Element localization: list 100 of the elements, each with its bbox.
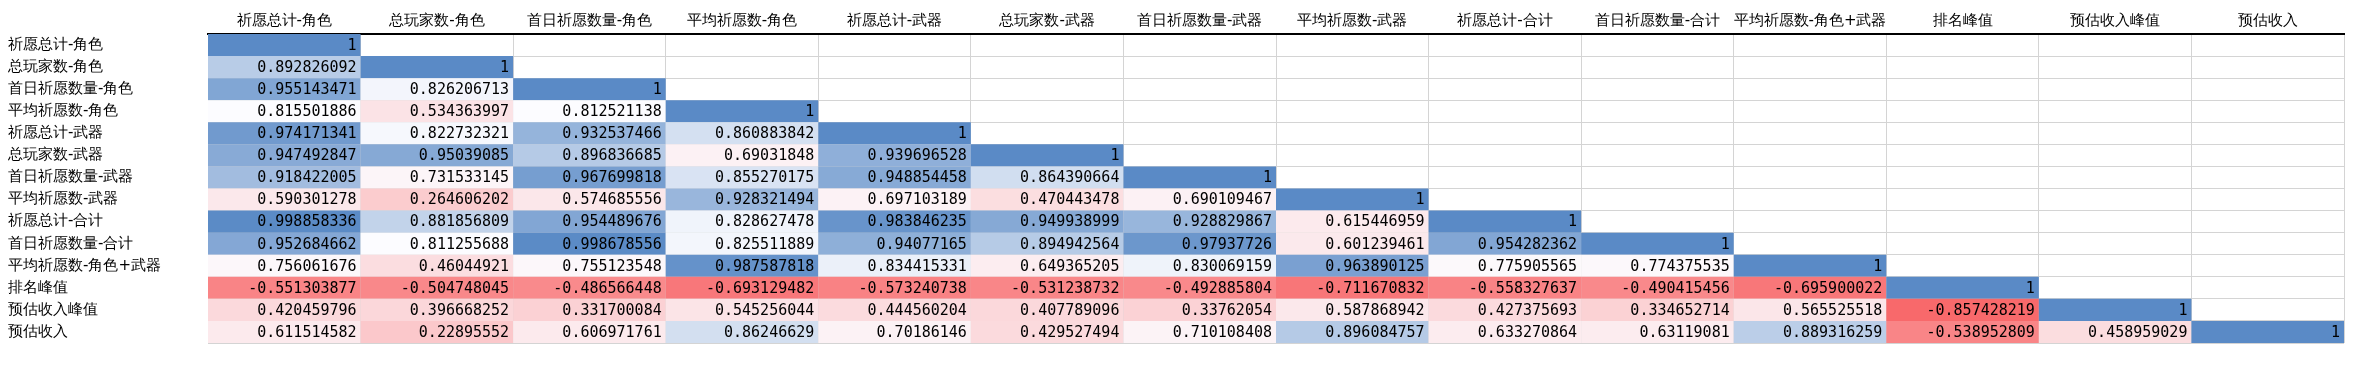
data-label: -0.492885804 <box>1163 278 1272 297</box>
data-label: 0.545256044 <box>714 300 815 319</box>
y-tick-label: 首日祈愿数量-武器 <box>8 167 134 186</box>
data-label: 0.70186146 <box>876 322 967 341</box>
data-label: 0.894942564 <box>1020 234 1120 253</box>
y-tick-label: 预估收入 <box>8 321 68 340</box>
data-label: -0.551303877 <box>248 278 357 297</box>
y-tick-label: 总玩家数-角色 <box>7 57 104 75</box>
x-tick-label: 首日祈愿数量-合计 <box>1594 10 1721 29</box>
data-label: 0.954282362 <box>1477 234 1578 253</box>
y-tick-label: 平均祈愿数-角色 <box>8 101 119 120</box>
x-tick-label: 总玩家数-武器 <box>998 10 1095 29</box>
x-tick-label: 祈愿总计-角色 <box>236 10 332 29</box>
data-label: 0.331700084 <box>562 300 662 319</box>
data-label: 0.896084757 <box>1325 322 1425 341</box>
data-label: 0.947492847 <box>257 146 357 165</box>
data-label: 0.889316259 <box>1782 322 1883 341</box>
data-label: 0.987587818 <box>714 256 815 275</box>
data-label: 0.458959029 <box>2088 322 2188 341</box>
data-label: 0.86246629 <box>723 322 815 341</box>
data-label: 1 <box>2330 322 2340 341</box>
data-label: 0.948854458 <box>867 168 967 187</box>
data-label: 0.855270175 <box>714 168 815 187</box>
data-label: 0.755123548 <box>562 256 662 275</box>
data-label: 0.822732321 <box>409 124 510 143</box>
data-label: 0.949938999 <box>1020 212 1120 231</box>
data-label: 0.615446959 <box>1325 212 1425 231</box>
data-label: 0.420459796 <box>257 300 357 319</box>
x-tick-label: 祈愿总计-武器 <box>846 10 943 29</box>
data-label: 0.33762054 <box>1181 300 1272 319</box>
x-tick-label: 总玩家数-角色 <box>388 10 485 29</box>
y-tick-label: 首日祈愿数量-合计 <box>8 233 134 252</box>
data-label: 0.825511889 <box>714 234 815 253</box>
data-label: 0.606971761 <box>562 322 662 341</box>
data-label: 0.928829867 <box>1172 212 1272 231</box>
y-tick-label: 祈愿总计-武器 <box>8 123 104 142</box>
data-label: -0.558327637 <box>1468 278 1578 297</box>
data-label: -0.693129482 <box>705 278 815 297</box>
x-tick-label: 预估收入 <box>2237 10 2298 29</box>
data-label: 0.590301278 <box>257 190 357 209</box>
data-label: 0.892826092 <box>257 58 357 76</box>
data-label: 0.811255688 <box>409 234 510 253</box>
data-label: 1 <box>1262 168 1272 187</box>
data-label: 0.974171341 <box>257 124 357 143</box>
data-label: 0.587868942 <box>1325 300 1425 319</box>
data-label: 0.63119081 <box>1639 322 1730 341</box>
data-label: 0.470443478 <box>1020 190 1120 209</box>
data-label: 0.97937726 <box>1181 234 1272 253</box>
data-label: 1 <box>2025 278 2035 297</box>
data-label: 0.815501886 <box>257 102 357 121</box>
data-label: 0.334652714 <box>1630 300 1730 319</box>
data-label: 0.932537466 <box>562 124 662 143</box>
data-label: 0.264606202 <box>409 190 510 209</box>
data-label: 0.69031848 <box>723 146 815 165</box>
data-label: 0.864390664 <box>1020 168 1120 187</box>
data-label: 0.534363997 <box>409 102 510 121</box>
data-label: 0.427375693 <box>1477 300 1578 319</box>
data-label: 0.826206713 <box>409 80 510 99</box>
data-label: -0.486566448 <box>553 278 662 297</box>
data-label: 0.896836685 <box>562 146 662 165</box>
data-label: -0.573240738 <box>858 278 967 297</box>
data-label: 1 <box>1415 190 1425 209</box>
data-label: -0.504748045 <box>400 278 510 297</box>
data-label: -0.695900022 <box>1773 278 1883 297</box>
data-label: 0.998858336 <box>257 212 357 231</box>
x-tick-label: 平均祈愿数-武器 <box>1297 10 1408 29</box>
data-label: 0.444560204 <box>867 300 967 319</box>
data-label: -0.857428219 <box>1926 300 2035 319</box>
data-label: 0.611514582 <box>257 322 357 341</box>
data-label: 1 <box>957 124 967 143</box>
x-tick-label: 首日祈愿数量-角色 <box>526 10 653 29</box>
data-label: 0.775905565 <box>1477 256 1578 275</box>
data-label: 1 <box>652 80 662 99</box>
data-label: 0.954489676 <box>562 212 662 231</box>
y-tick-label: 预估收入峰值 <box>8 299 98 318</box>
data-label: 0.774375535 <box>1630 256 1730 275</box>
data-label: 0.633270864 <box>1477 322 1578 341</box>
data-label: 0.834415331 <box>867 256 967 275</box>
data-label: 0.649365205 <box>1020 256 1120 275</box>
y-tick-label: 平均祈愿数-武器 <box>8 189 119 208</box>
y-tick-label: 排名峰值 <box>8 277 68 296</box>
x-tick-label: 首日祈愿数量-武器 <box>1137 10 1263 29</box>
data-label: 0.918422005 <box>257 168 357 187</box>
data-label: -0.711670832 <box>1316 278 1425 297</box>
data-label: 0.574685556 <box>562 190 662 209</box>
data-label: 0.731533145 <box>409 168 510 187</box>
data-label: 1 <box>2178 300 2188 319</box>
y-tick-label: 祈愿总计-角色 <box>8 34 104 53</box>
data-label: 0.983846235 <box>867 212 967 231</box>
data-label: 0.407789096 <box>1020 300 1120 319</box>
data-label: 0.830069159 <box>1172 256 1272 275</box>
data-label: 0.812521138 <box>562 102 662 121</box>
data-label: 1 <box>1720 234 1730 253</box>
x-tick-label: 祈愿总计-合计 <box>1457 10 1553 29</box>
data-label: 0.756061676 <box>257 256 357 275</box>
data-label: 0.939696528 <box>867 146 967 165</box>
data-label: -0.490415456 <box>1621 278 1730 297</box>
data-label: 0.690109467 <box>1172 190 1272 209</box>
data-label: 1 <box>1568 212 1578 231</box>
data-label: 0.22895552 <box>418 322 510 341</box>
